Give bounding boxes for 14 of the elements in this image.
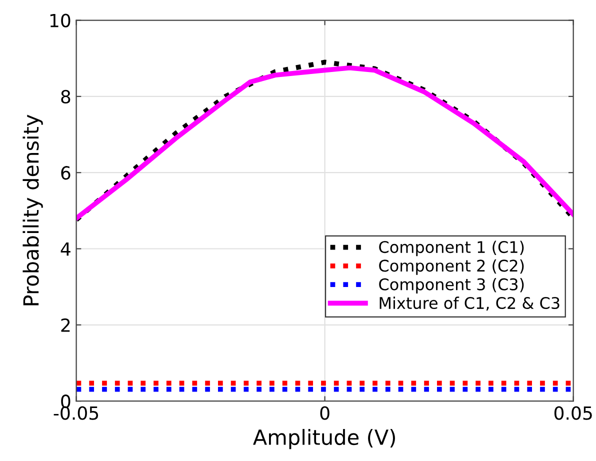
legend-label: Mixture of C1, C2 & C3	[380, 296, 560, 311]
legend-label: Component 1 (C1)	[379, 240, 524, 256]
x-tick-label: 0	[320, 406, 330, 420]
y-tick-label: 10	[50, 14, 70, 28]
legend-label: Component 2 (C2)	[379, 259, 524, 275]
x-axis-title: Amplitude (V)	[253, 428, 395, 450]
y-tick-label: 2	[61, 318, 70, 332]
x-tick-label: 0.05	[554, 406, 592, 420]
y-tick-label: 6	[61, 166, 70, 180]
y-tick-label: 8	[61, 90, 70, 104]
x-tick-label: -0.05	[54, 406, 98, 420]
legend-label: Component 3 (C3)	[379, 278, 524, 294]
y-tick-label: 4	[60, 242, 70, 256]
y-axis-title: Probability density	[22, 114, 43, 306]
